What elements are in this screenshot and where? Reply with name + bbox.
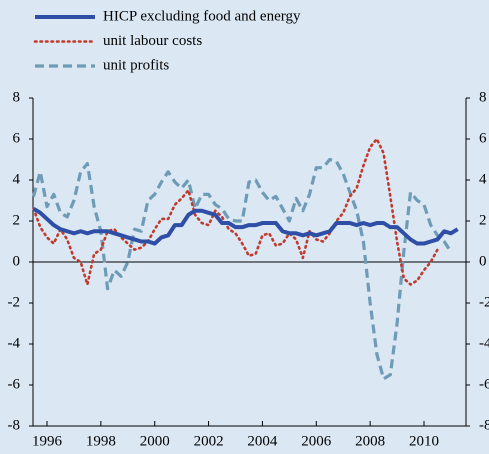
y-tick-label: 0 [13, 253, 21, 269]
x-tick-label: 1996 [32, 433, 63, 449]
y-tick-label-right: 2 [479, 212, 487, 228]
x-tick-label: 2000 [140, 433, 170, 449]
y-tick-label: -8 [8, 417, 21, 433]
series-line [32, 137, 439, 286]
y-tick-label: -4 [8, 335, 21, 351]
y-tick-label: 6 [13, 130, 21, 146]
y-tick-label-right: -8 [479, 417, 489, 433]
y-tick-label-right: -4 [479, 335, 489, 351]
x-tick-label: 2008 [355, 433, 385, 449]
y-tick-label-right: 0 [479, 253, 487, 269]
legend-label: unit profits [103, 57, 169, 73]
legend-label: unit labour costs [103, 33, 202, 49]
y-tick-label-right: -2 [479, 294, 489, 310]
y-tick-label: -2 [8, 294, 21, 310]
x-tick-label: 2002 [194, 433, 224, 449]
y-tick-label: -6 [8, 376, 21, 392]
series-line [32, 206, 459, 246]
y-tick-label-right: 8 [479, 89, 487, 105]
y-tick-label: 2 [13, 212, 21, 228]
x-tick-label: 2010 [409, 433, 439, 449]
x-tick-label: 1998 [86, 433, 116, 449]
y-tick-label: 8 [13, 89, 21, 105]
y-tick-label-right: -6 [479, 376, 489, 392]
series-line [31, 157, 453, 381]
y-tick-label-right: 4 [479, 171, 487, 187]
x-tick-label: 2004 [247, 433, 278, 449]
legend-label: HICP excluding food and energy [103, 8, 301, 24]
y-tick-label: 4 [13, 171, 21, 187]
x-tick-label: 2006 [301, 433, 332, 449]
y-tick-label-right: 6 [479, 130, 487, 146]
